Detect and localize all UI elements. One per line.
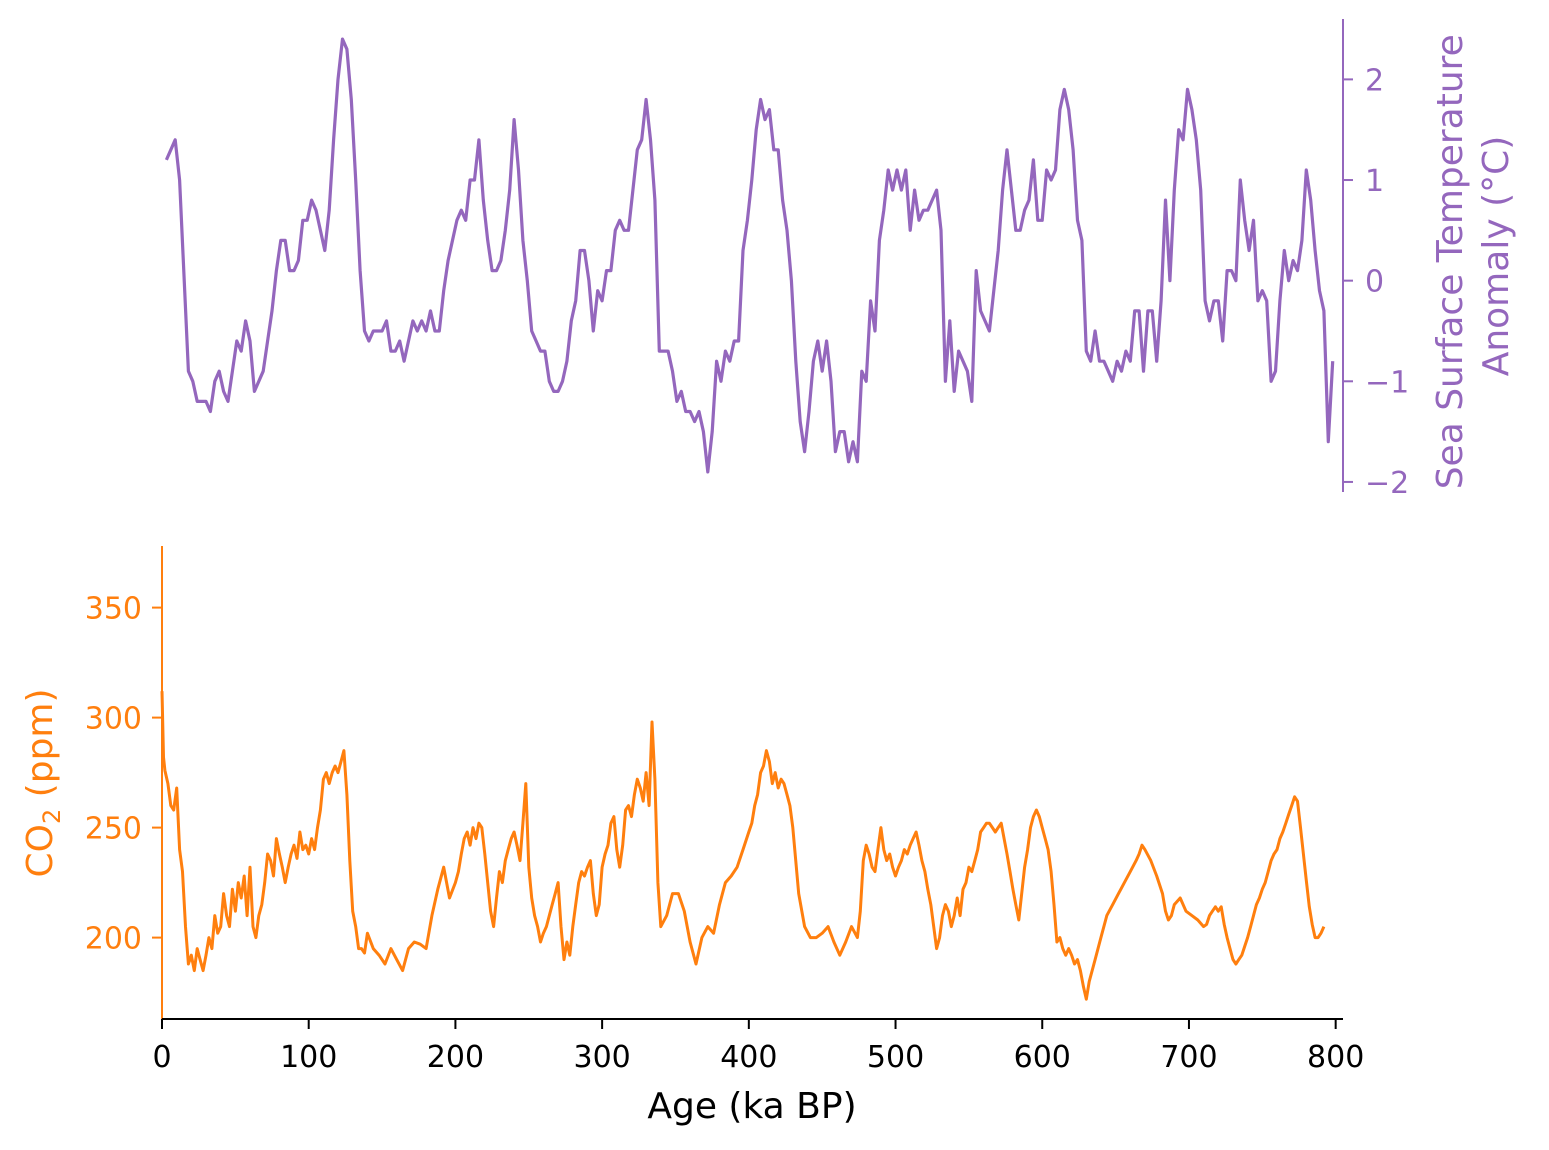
sst-y-tick-label: 0 xyxy=(1365,265,1384,300)
co2-y-tick-label: 250 xyxy=(85,812,142,847)
sst-y-tick-label: 1 xyxy=(1365,164,1384,199)
sst-y-tick-label: 2 xyxy=(1365,63,1384,98)
sst-y-axis-title: Sea Surface Temperature Anomaly (°C) xyxy=(1430,23,1517,490)
co2-panel: 200 250 300 350 CO2 (ppm) xyxy=(20,546,1326,1019)
co2-y-tick-label: 350 xyxy=(85,592,142,627)
co2-y-tick-label: 300 xyxy=(85,702,142,737)
x-tick-label: 700 xyxy=(1160,1040,1217,1075)
sst-y-ticks: −2 −1 0 1 2 xyxy=(1343,63,1409,501)
sst-y-tick-label: −2 xyxy=(1365,466,1409,501)
co2-y-axis-title: CO2 (ppm) xyxy=(20,688,66,877)
x-tick-label: 600 xyxy=(1014,1040,1071,1075)
x-tick-label: 200 xyxy=(427,1040,484,1075)
sst-panel: −2 −1 0 1 2 Sea Surface Temperature Anomaly … xyxy=(164,19,1517,501)
co2-y-axis-title-main: CO xyxy=(20,824,61,877)
sst-y-axis-title-line2: Anomaly (°C) xyxy=(1476,136,1517,377)
x-axis: 0 100 200 300 400 500 600 700 800 Age (ka BP) xyxy=(152,1018,1364,1127)
x-tick-label: 100 xyxy=(280,1040,337,1075)
x-tick-label: 0 xyxy=(152,1040,171,1075)
co2-y-tick-label: 200 xyxy=(85,922,142,957)
sst-y-tick-label: −1 xyxy=(1365,365,1409,400)
x-tick-label: 400 xyxy=(720,1040,777,1075)
x-tick-label: 800 xyxy=(1307,1040,1364,1075)
co2-y-axis-title-rest: (ppm) xyxy=(20,688,61,808)
x-ticks: 0 100 200 300 400 500 600 700 800 xyxy=(152,1019,1364,1075)
x-tick-label: 500 xyxy=(867,1040,924,1075)
co2-y-axis-title-sub: 2 xyxy=(38,809,66,824)
x-tick-label: 300 xyxy=(573,1040,630,1075)
co2-series-line xyxy=(160,691,1326,1001)
co2-y-ticks: 200 250 300 350 xyxy=(85,592,162,957)
sst-series-line xyxy=(164,37,1335,474)
sst-y-axis-title-line1: Sea Surface Temperature xyxy=(1430,34,1471,489)
x-axis-title: Age (ka BP) xyxy=(647,1086,856,1127)
